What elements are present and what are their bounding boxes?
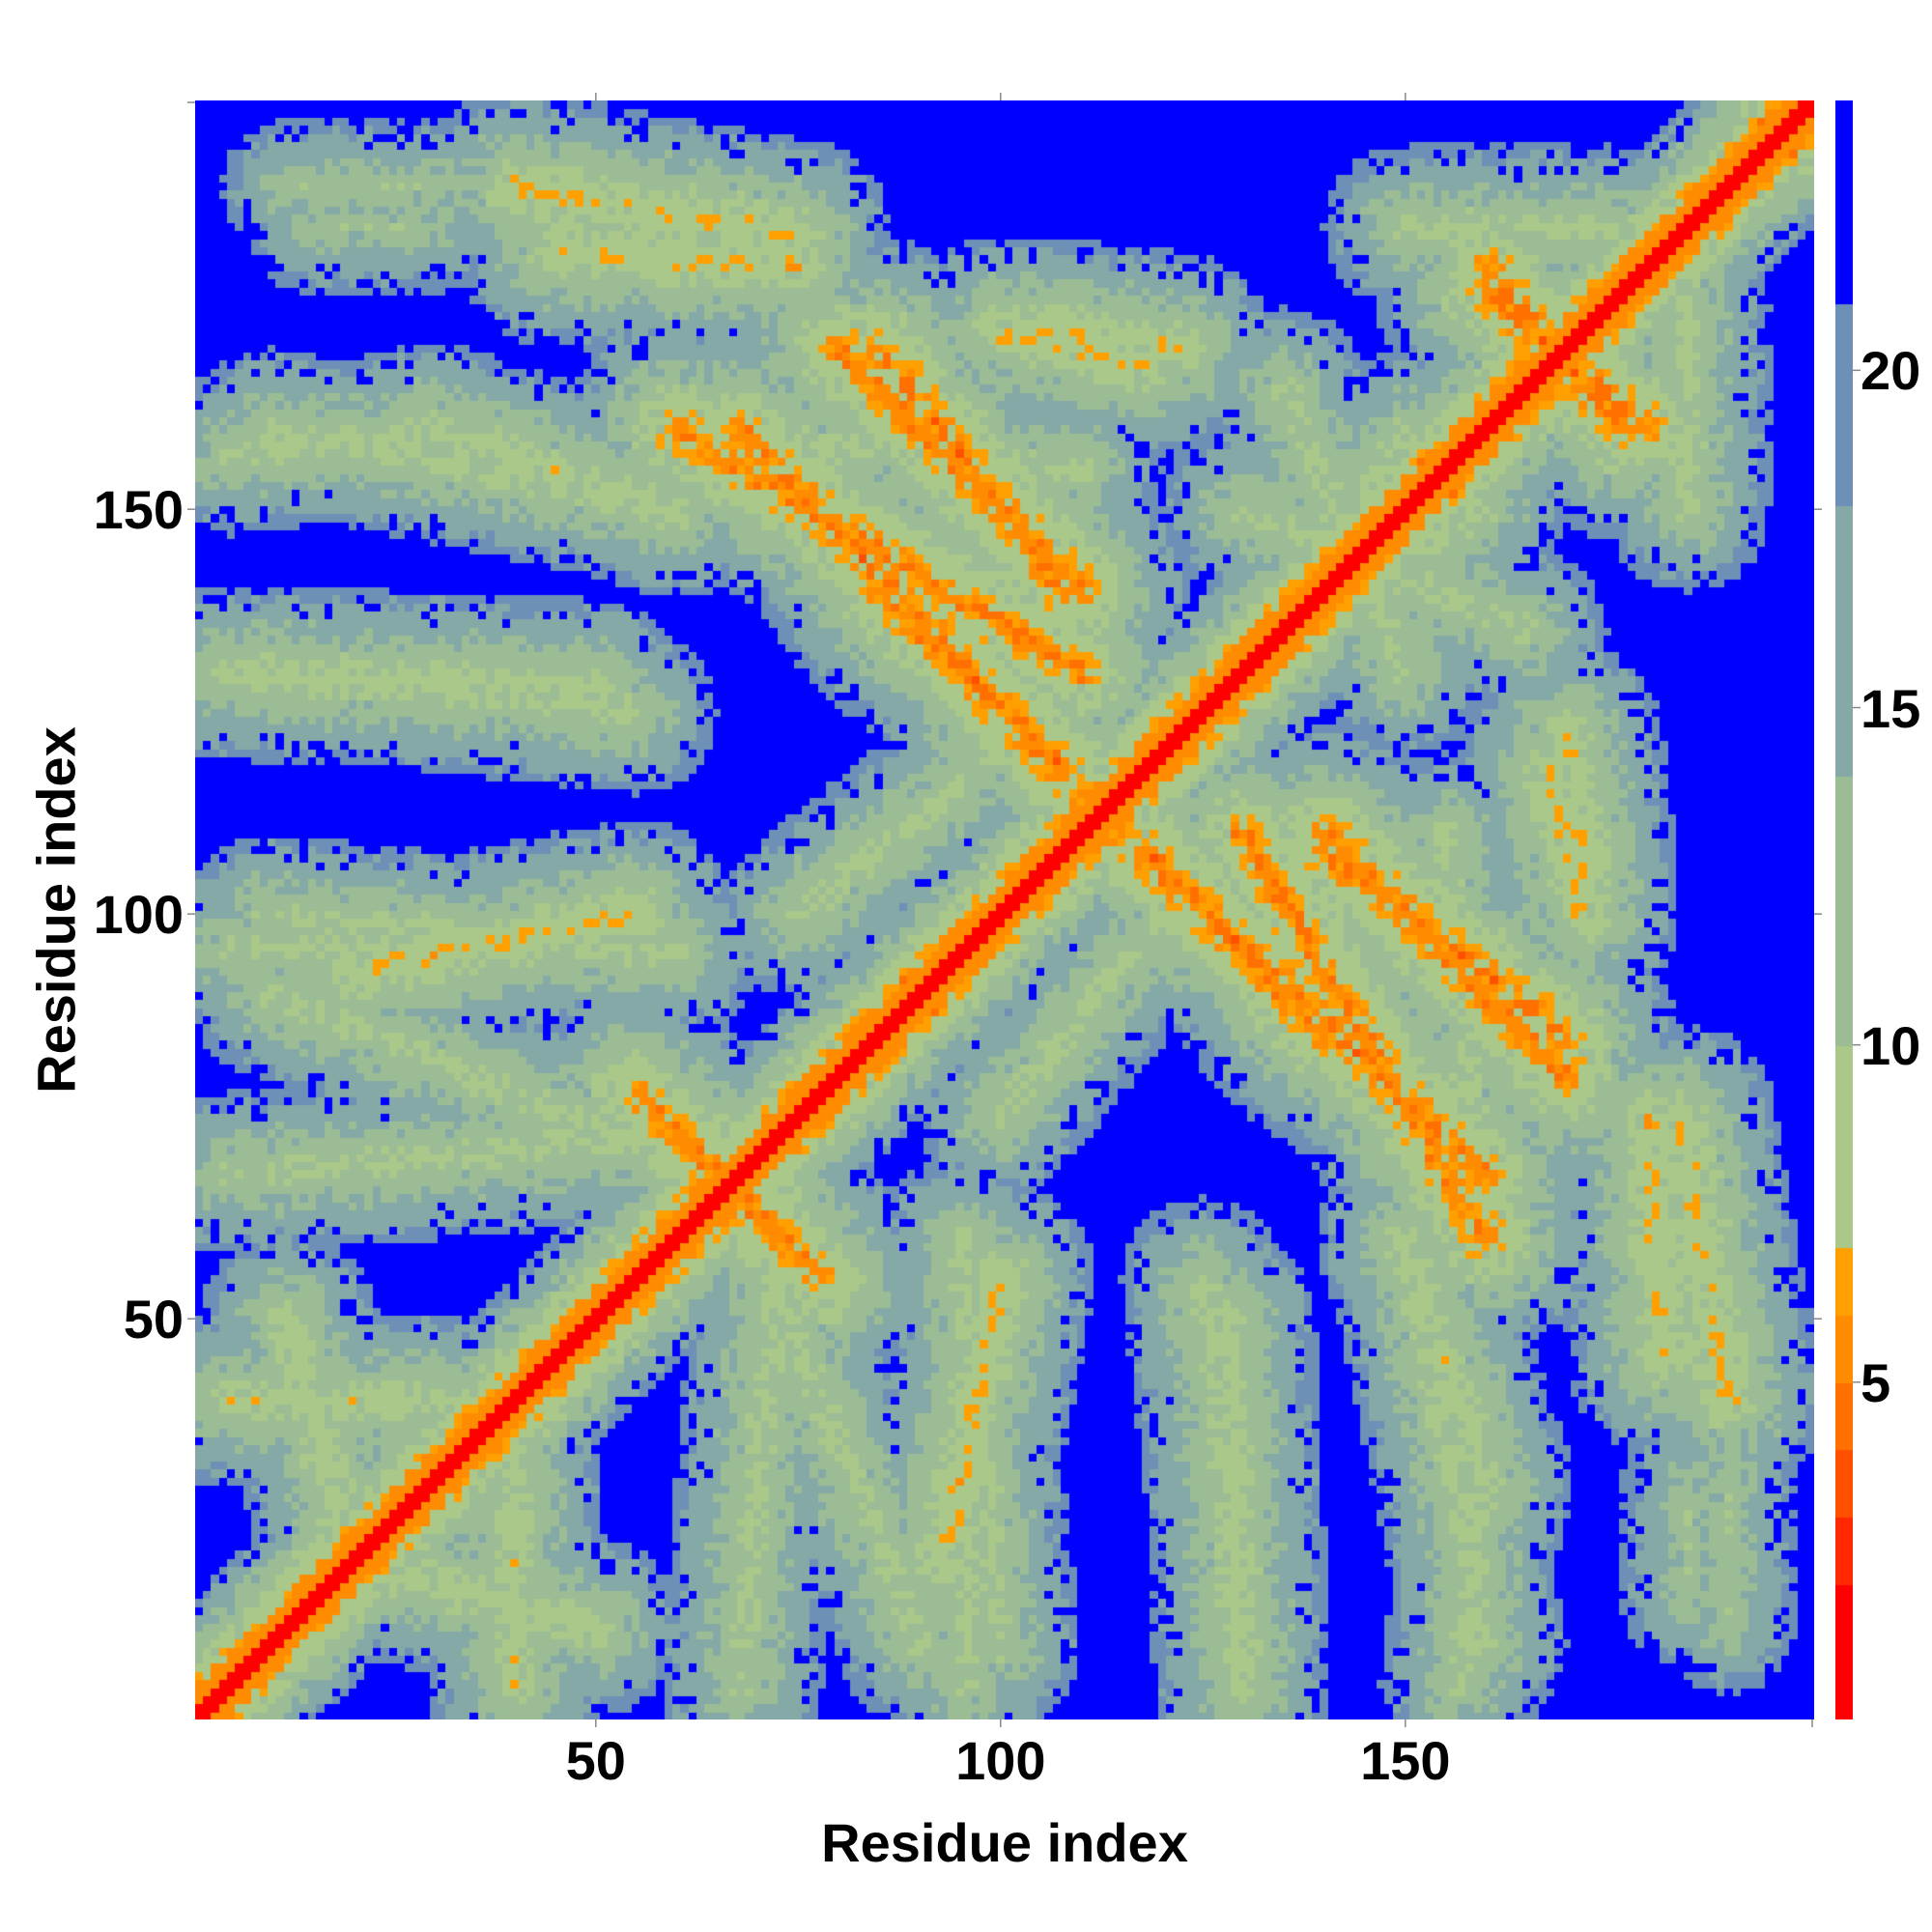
heatmap-cells	[195, 100, 1814, 1719]
x-axis-label: Residue index	[821, 1812, 1188, 1873]
heatmap-plot-area	[195, 100, 1814, 1719]
colorbar-tick-label: 5	[1861, 1351, 1891, 1413]
x-tick-label: 100	[955, 1730, 1046, 1791]
y-tick-label: 150	[93, 479, 184, 541]
y-tick-label: 100	[93, 884, 184, 946]
y-tick-label: 50	[123, 1289, 184, 1350]
x-tick-label: 50	[565, 1730, 626, 1791]
y-axis-label: Residue index	[25, 726, 87, 1094]
x-tick-label: 150	[1360, 1730, 1451, 1791]
colorbar-tick-label: 15	[1861, 677, 1921, 739]
colorbar-tick-label: 20	[1861, 340, 1921, 402]
colorbar	[1835, 100, 1853, 1719]
colorbar-tick-label: 10	[1861, 1014, 1921, 1076]
